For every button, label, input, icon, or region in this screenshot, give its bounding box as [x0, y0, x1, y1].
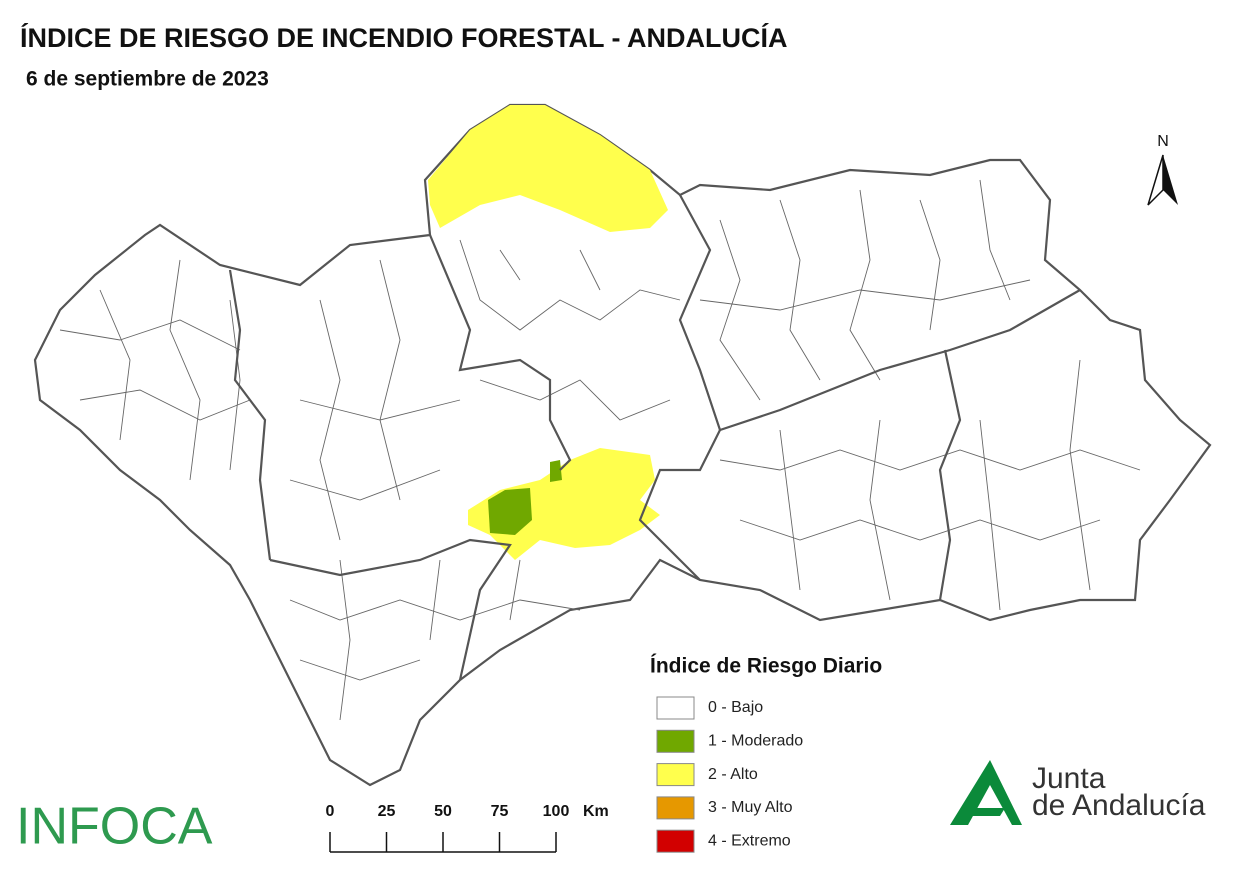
scale-unit: Km — [583, 803, 609, 820]
legend-swatch — [656, 796, 695, 820]
title: ÍNDICE DE RIESGO DE INCENDIO FORESTAL - … — [20, 22, 788, 53]
north-arrow — [1163, 155, 1178, 205]
municipal-borders — [59, 179, 1141, 721]
risk-area-alto — [428, 105, 668, 232]
junta-logo: Junta de Andalucía — [950, 760, 1206, 825]
legend-swatch — [656, 763, 695, 787]
legend-label: 4 - Extremo — [708, 832, 791, 849]
north-arrow — [1147, 154, 1164, 206]
province-borders — [228, 194, 1081, 681]
scale-label: 75 — [491, 803, 509, 820]
scale-label: 50 — [434, 803, 452, 820]
legend-title: Índice de Riesgo Diario — [650, 655, 882, 678]
risk-area-moderado — [488, 488, 532, 535]
region-outline — [33, 103, 1212, 787]
scale-label: 0 — [326, 803, 335, 820]
junta-logo-line: de Andalucía — [1032, 789, 1206, 822]
legend-label: 3 - Muy Alto — [708, 799, 793, 816]
legend-swatch — [656, 829, 695, 853]
subtitle: 6 de septiembre de 2023 — [26, 68, 269, 91]
legend-label: 0 - Bajo — [708, 699, 763, 716]
legend-swatch — [656, 696, 695, 720]
legend-label: 1 - Moderado — [708, 733, 803, 750]
scale-label: 25 — [378, 803, 396, 820]
scale-label: 100 — [543, 803, 570, 820]
legend-label: 2 - Alto — [708, 766, 758, 783]
legend-swatch — [656, 729, 695, 753]
infoca-logo: INFOCA — [16, 798, 213, 856]
north-label: N — [1157, 133, 1169, 150]
junta-logo-line: Junta — [1032, 762, 1106, 795]
risk-area-moderado — [550, 460, 562, 482]
